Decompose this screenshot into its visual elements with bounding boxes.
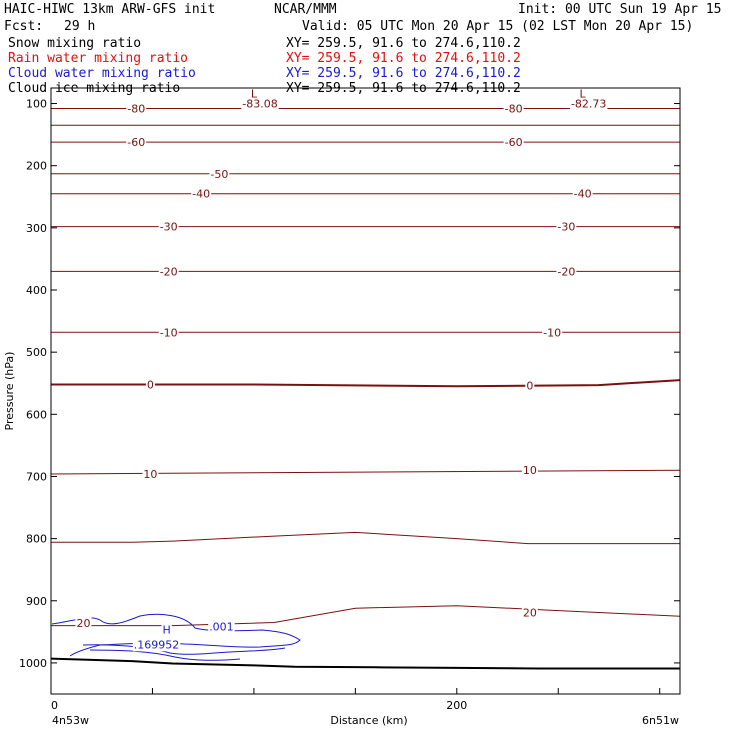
y-tick-label: 400 bbox=[26, 284, 47, 297]
label-background bbox=[249, 88, 259, 101]
field-xy-rain: XY= 259.5, 91.6 to 274.6,110.2 bbox=[286, 51, 521, 66]
label-background bbox=[521, 606, 538, 620]
fcst-value: 29 h bbox=[64, 19, 95, 34]
isotherm-line bbox=[51, 531, 680, 545]
label-background bbox=[161, 623, 172, 637]
cloud-water-contour-inner bbox=[82, 644, 286, 655]
label-background bbox=[503, 102, 524, 116]
cloud-water-label: H bbox=[163, 623, 171, 636]
contour-labels: -80 -80-60 -60-50-40 -40-30 -30-20 -20-10 -100… bbox=[75, 88, 608, 652]
temperature-low-symbol: L bbox=[580, 88, 587, 101]
field-label-cloud-ice: Cloud ice mixing ratio bbox=[8, 81, 180, 96]
label-background bbox=[142, 467, 159, 481]
isotherm-lines bbox=[51, 108, 680, 627]
label-background bbox=[191, 187, 212, 201]
x-end-location: 6n51w bbox=[642, 714, 679, 727]
label-background bbox=[578, 88, 588, 101]
field-label-snow: Snow mixing ratio bbox=[8, 36, 141, 51]
x-tick-label: 0 bbox=[51, 699, 58, 712]
label-background bbox=[572, 187, 593, 201]
field-label-rain: Rain water mixing ratio bbox=[8, 51, 188, 66]
isotherm-line bbox=[51, 379, 680, 388]
isotherm-label: -10 bbox=[160, 326, 178, 339]
y-axis-label: Pressure (hPa) bbox=[3, 352, 16, 431]
valid-time: Valid: 05 UTC Mon 20 Apr 15 (02 LST Mon … bbox=[302, 19, 693, 34]
y-tick-label: 200 bbox=[26, 160, 47, 173]
label-background bbox=[542, 326, 563, 340]
label-background bbox=[126, 102, 147, 116]
isotherm-label: 20 bbox=[76, 617, 90, 630]
label-background bbox=[241, 97, 279, 111]
isotherm-label: -40 bbox=[574, 188, 592, 201]
cloud-water-label: .001 bbox=[209, 620, 234, 633]
y-tick-label: 300 bbox=[26, 222, 47, 235]
isotherm-line bbox=[51, 605, 680, 627]
isotherm-label: -20 bbox=[160, 265, 178, 278]
isotherm-label: -10 bbox=[543, 326, 561, 339]
label-background bbox=[209, 167, 230, 181]
label-background bbox=[556, 220, 577, 234]
cloud-water-contour-low bbox=[89, 649, 241, 661]
isotherm-label: 10 bbox=[523, 464, 537, 477]
init-time: Init: 00 UTC Sun 19 Apr 15 bbox=[518, 2, 722, 17]
label-background bbox=[126, 136, 147, 150]
plot-area: -80 -80-60 -60-50-40 -40-30 -30-20 -20-10 -100… bbox=[51, 88, 680, 670]
label-background bbox=[158, 265, 179, 279]
label-background bbox=[556, 265, 577, 279]
label-background bbox=[208, 620, 235, 634]
temperature-low-value: -82.73 bbox=[571, 98, 606, 111]
y-tick-label: 800 bbox=[26, 533, 47, 546]
isotherm-label: 10 bbox=[143, 468, 157, 481]
label-background bbox=[145, 378, 155, 392]
y-tick-label: 1000 bbox=[19, 657, 47, 670]
field-xy-cloud-water: XY= 259.5, 91.6 to 274.6,110.2 bbox=[286, 66, 521, 81]
temperature-low-value: -83.08 bbox=[242, 98, 277, 111]
field-label-cloud-water: Cloud water mixing ratio bbox=[8, 66, 196, 81]
label-background bbox=[75, 617, 92, 631]
isotherm-label: -60 bbox=[127, 136, 145, 149]
label-background bbox=[525, 379, 535, 393]
y-tick-label: 100 bbox=[26, 98, 47, 111]
label-background bbox=[158, 326, 179, 340]
x-tick-label: 200 bbox=[446, 699, 467, 712]
label-background bbox=[503, 136, 524, 150]
label-background bbox=[158, 220, 179, 234]
isotherm-label: -80 bbox=[127, 103, 145, 116]
model-title: HAIC-HIWC 13km ARW-GFS init bbox=[4, 2, 215, 17]
x-axis: 0 200 bbox=[51, 688, 661, 712]
y-tick-label: 500 bbox=[26, 346, 47, 359]
label-background bbox=[569, 97, 608, 111]
isotherm-label: 0 bbox=[526, 380, 533, 393]
x-axis-label: Distance (km) bbox=[330, 714, 407, 727]
y-tick-label: 900 bbox=[26, 595, 47, 608]
temperature-low-symbol: L bbox=[251, 88, 258, 101]
isotherm-label: -50 bbox=[210, 168, 228, 181]
label-background bbox=[521, 464, 538, 478]
isotherm-label: 20 bbox=[523, 607, 537, 620]
plot-frame bbox=[50, 87, 681, 695]
fcst-label: Fcst: bbox=[4, 19, 43, 34]
isotherm-label: -80 bbox=[505, 103, 523, 116]
terrain-surface-line bbox=[51, 657, 680, 670]
field-xy-cloud-ice: XY= 259.5, 91.6 to 274.6,110.2 bbox=[286, 81, 521, 96]
isotherm-label: -30 bbox=[160, 221, 178, 234]
isotherm-label: -30 bbox=[557, 221, 575, 234]
isotherm-label: 0 bbox=[147, 378, 154, 391]
label-background bbox=[132, 638, 181, 652]
y-tick-label: 600 bbox=[26, 408, 47, 421]
isotherm-label: -20 bbox=[557, 265, 575, 278]
isotherm-label: -40 bbox=[192, 188, 210, 201]
x-start-location: 4n53w bbox=[52, 714, 89, 727]
terrain-layer bbox=[51, 657, 680, 670]
field-xy-snow: XY= 259.5, 91.6 to 274.6,110.2 bbox=[286, 36, 521, 51]
isotherm-label: -60 bbox=[505, 136, 523, 149]
y-tick-label: 700 bbox=[26, 470, 47, 483]
org-label: NCAR/MMM bbox=[274, 2, 337, 17]
cloud-water-label: .169952 bbox=[134, 638, 180, 651]
